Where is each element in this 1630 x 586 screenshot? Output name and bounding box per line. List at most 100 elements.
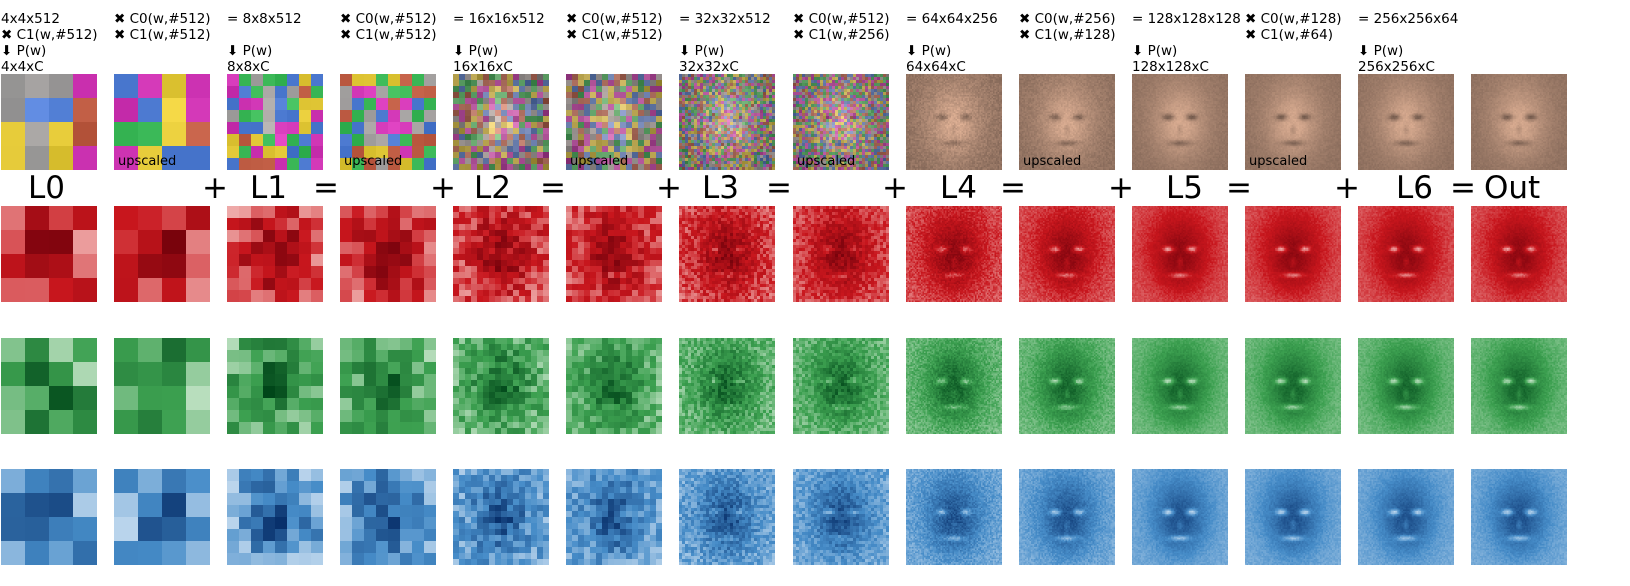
pixel <box>936 98 938 100</box>
pixel <box>688 140 691 143</box>
pixel <box>966 88 968 90</box>
pixel <box>685 137 688 140</box>
pixel <box>772 89 775 92</box>
pixel <box>703 89 706 92</box>
pixel <box>880 137 883 140</box>
pixel <box>679 134 682 137</box>
pixel <box>483 86 489 92</box>
pixel <box>826 74 829 77</box>
pixel <box>942 88 944 90</box>
pixel <box>513 158 519 164</box>
pixel <box>620 110 626 116</box>
pixel <box>700 125 703 128</box>
pixel <box>715 152 718 155</box>
pixel <box>992 74 994 76</box>
pixel <box>974 110 976 112</box>
pixel <box>983 82 985 84</box>
pixel <box>999 89 1001 91</box>
pixel <box>948 85 950 87</box>
pixel <box>924 115 926 117</box>
pixel <box>763 89 766 92</box>
pixel <box>820 143 823 146</box>
pixel <box>981 98 983 100</box>
pixel <box>239 158 251 170</box>
pixel <box>808 140 811 143</box>
pixel <box>832 125 835 128</box>
pixel <box>495 128 501 134</box>
pixel <box>980 83 982 85</box>
pixel <box>721 140 724 143</box>
pixel <box>841 113 844 116</box>
pixel <box>859 107 862 110</box>
pixel <box>998 110 1000 112</box>
pixel <box>981 107 983 109</box>
pixel <box>525 140 531 146</box>
pixel <box>769 77 772 80</box>
header-line: 256x256xC <box>1358 59 1458 75</box>
pixel <box>835 92 838 95</box>
pixel <box>957 104 959 106</box>
pixel <box>682 86 685 89</box>
pixel <box>709 143 712 146</box>
pixel <box>975 118 977 120</box>
pixel <box>921 88 923 90</box>
pixel <box>718 152 721 155</box>
pixel <box>847 74 850 77</box>
pixel <box>754 152 757 155</box>
pixel <box>966 76 968 78</box>
pixel <box>974 77 976 79</box>
pixel <box>733 104 736 107</box>
pixel <box>841 107 844 110</box>
pixel <box>709 152 712 155</box>
pixel <box>926 107 928 109</box>
pixel <box>911 98 913 100</box>
pixel <box>944 104 946 106</box>
pixel <box>703 110 706 113</box>
pixel <box>996 116 998 118</box>
pixel <box>912 112 914 114</box>
pixel <box>712 116 715 119</box>
pixel <box>745 152 748 155</box>
pixel <box>745 107 748 110</box>
pixel <box>944 86 946 88</box>
pixel <box>841 77 844 80</box>
pixel <box>724 164 727 167</box>
pixel <box>596 146 602 152</box>
pixel <box>995 74 997 76</box>
pixel <box>299 74 311 86</box>
pixel <box>626 98 632 104</box>
pixel <box>908 112 910 114</box>
pixel <box>596 98 602 104</box>
pixel <box>697 92 700 95</box>
pixel <box>656 110 662 116</box>
pixel <box>971 122 973 124</box>
pixel <box>930 101 932 103</box>
pixel <box>977 124 979 126</box>
pixel <box>909 92 911 94</box>
pixel <box>868 92 871 95</box>
pixel <box>721 113 724 116</box>
pixel <box>945 95 947 97</box>
pixel <box>572 116 578 122</box>
pixel <box>584 80 590 86</box>
pixel <box>926 106 928 108</box>
pixel <box>865 83 868 86</box>
pixel <box>978 91 980 93</box>
pixel <box>772 134 775 137</box>
pixel <box>703 134 706 137</box>
pixel <box>963 115 965 117</box>
pixel <box>856 167 859 170</box>
pixel <box>989 121 991 123</box>
pixel <box>960 98 962 100</box>
pixel <box>736 122 739 125</box>
pixel <box>983 112 985 114</box>
pixel <box>998 92 1000 94</box>
pixel <box>596 122 602 128</box>
pixel <box>682 116 685 119</box>
pixel <box>471 74 477 80</box>
pixel <box>817 119 820 122</box>
pixel <box>727 131 730 134</box>
pixel <box>978 83 980 85</box>
pixel <box>880 119 883 122</box>
pixel <box>537 158 543 164</box>
